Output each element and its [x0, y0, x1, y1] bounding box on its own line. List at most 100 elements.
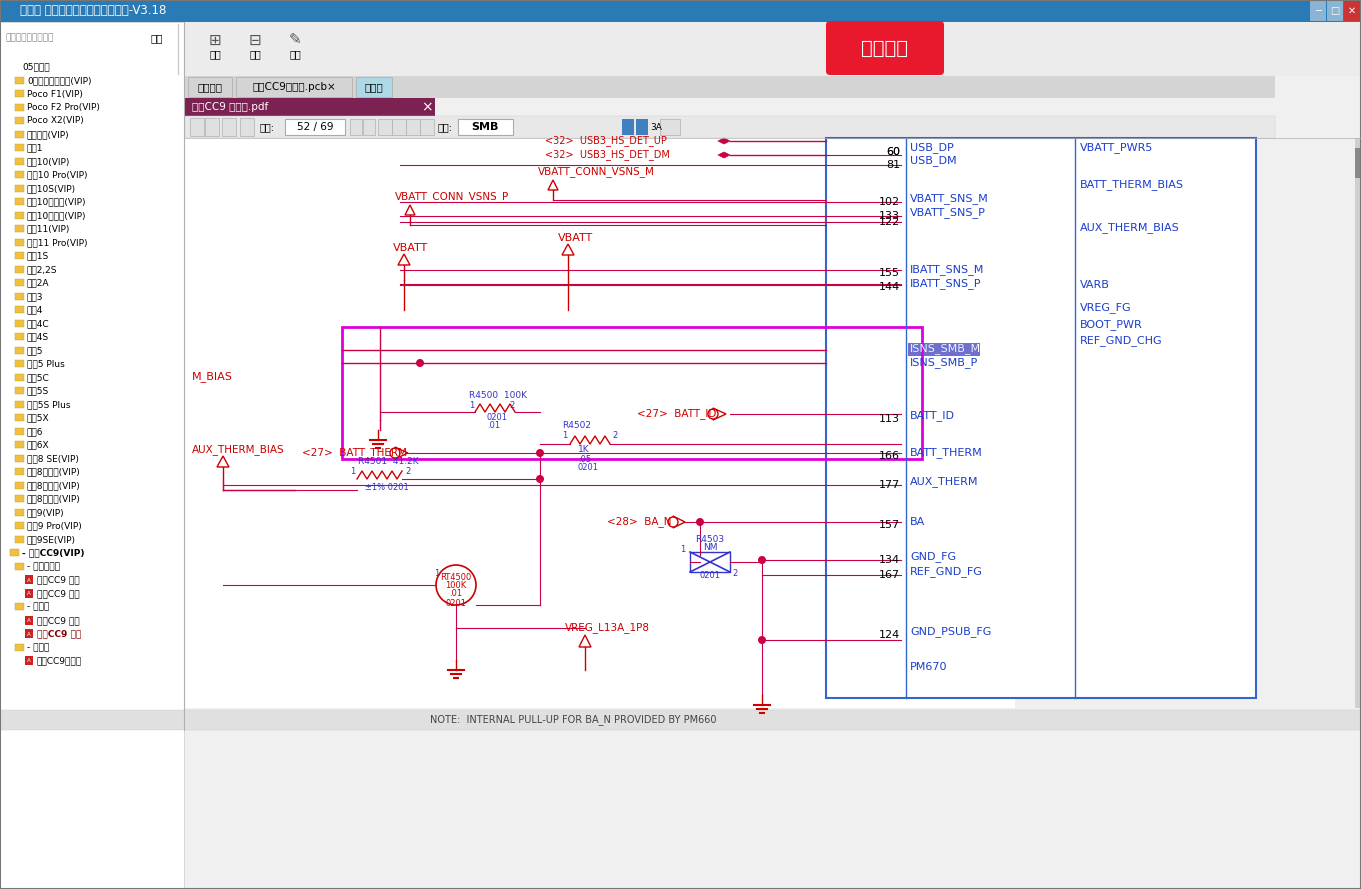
Text: NOTE:  INTERNAL PULL-UP FOR BA_N PROVIDED BY PM660: NOTE: INTERNAL PULL-UP FOR BA_N PROVIDED…	[430, 715, 716, 725]
Text: 小米10S(VIP): 小米10S(VIP)	[27, 184, 76, 193]
FancyBboxPatch shape	[15, 266, 24, 273]
Text: R4501  41.2K: R4501 41.2K	[358, 456, 419, 466]
Text: 1: 1	[680, 546, 685, 555]
Text: VBATT: VBATT	[393, 243, 429, 253]
FancyBboxPatch shape	[24, 656, 33, 665]
FancyBboxPatch shape	[1356, 148, 1361, 178]
Text: 1: 1	[350, 467, 355, 476]
FancyBboxPatch shape	[636, 119, 648, 135]
Text: 小米CC9 位置: 小米CC9 位置	[37, 589, 80, 598]
FancyBboxPatch shape	[185, 116, 1275, 138]
FancyBboxPatch shape	[15, 144, 24, 151]
Text: - 小米CC9(VIP): - 小米CC9(VIP)	[22, 549, 84, 557]
FancyBboxPatch shape	[142, 29, 173, 47]
FancyBboxPatch shape	[15, 90, 24, 97]
FancyBboxPatch shape	[24, 589, 33, 597]
FancyBboxPatch shape	[240, 118, 255, 136]
Text: 小米CC9一点通: 小米CC9一点通	[37, 656, 82, 666]
Text: 小米2A: 小米2A	[27, 278, 49, 287]
Text: 小米CC9 位置: 小米CC9 位置	[37, 575, 80, 584]
Text: 167: 167	[879, 570, 900, 580]
Text: 小米5X: 小米5X	[27, 413, 49, 422]
Text: 122: 122	[879, 217, 900, 227]
Text: .05: .05	[578, 454, 591, 463]
Text: 2: 2	[509, 402, 514, 411]
Text: A: A	[27, 578, 31, 582]
FancyBboxPatch shape	[15, 360, 24, 367]
Text: 小米5 Plus: 小米5 Plus	[27, 359, 65, 369]
Text: ⊟: ⊟	[249, 33, 261, 47]
Text: ─: ─	[1315, 6, 1322, 16]
FancyBboxPatch shape	[15, 333, 24, 340]
FancyBboxPatch shape	[185, 76, 1275, 98]
Text: 166: 166	[879, 451, 900, 461]
Text: AUX_THERM: AUX_THERM	[911, 477, 979, 487]
Text: REF_GND_CHG: REF_GND_CHG	[1081, 335, 1162, 347]
FancyBboxPatch shape	[1311, 1, 1326, 21]
Text: ×: ×	[421, 100, 433, 114]
Text: 1: 1	[562, 431, 568, 441]
FancyBboxPatch shape	[660, 119, 680, 135]
Text: VBATT_SNS_M: VBATT_SNS_M	[911, 194, 988, 204]
Text: 小米10青春版(VIP): 小米10青春版(VIP)	[27, 211, 87, 220]
Text: 小米8标准版(VIP): 小米8标准版(VIP)	[27, 481, 80, 490]
Text: - 位置图标注: - 位置图标注	[27, 562, 60, 571]
FancyBboxPatch shape	[459, 119, 513, 135]
Text: 查找:: 查找:	[438, 122, 453, 132]
FancyBboxPatch shape	[15, 522, 24, 529]
Text: <32>  USB3_HS_DET_UP: <32> USB3_HS_DET_UP	[544, 135, 667, 147]
FancyBboxPatch shape	[15, 454, 24, 461]
Text: BATT_THERM: BATT_THERM	[911, 447, 983, 459]
FancyBboxPatch shape	[15, 157, 24, 164]
Text: A: A	[27, 591, 31, 596]
FancyBboxPatch shape	[15, 238, 24, 245]
Circle shape	[668, 517, 678, 527]
Text: USB_DM: USB_DM	[911, 156, 957, 166]
Text: VREG_L13A_1P8: VREG_L13A_1P8	[565, 622, 651, 634]
Text: 请输入关键字，多个: 请输入关键字，多个	[5, 34, 54, 43]
Text: 小米1: 小米1	[27, 143, 44, 153]
Text: □: □	[1330, 6, 1339, 16]
FancyBboxPatch shape	[690, 552, 729, 572]
Text: ISNS_SMB_P: ISNS_SMB_P	[911, 357, 979, 368]
Text: 小米5S Plus: 小米5S Plus	[27, 400, 71, 409]
FancyBboxPatch shape	[15, 198, 24, 205]
FancyBboxPatch shape	[191, 118, 204, 136]
FancyBboxPatch shape	[15, 468, 24, 475]
FancyBboxPatch shape	[357, 77, 392, 97]
Text: 小米6: 小米6	[27, 427, 44, 436]
Text: IBATT_SNS_P: IBATT_SNS_P	[911, 278, 981, 290]
Text: 小米11 Pro(VIP): 小米11 Pro(VIP)	[27, 238, 87, 247]
Text: 124: 124	[879, 630, 900, 640]
Text: 小米4C: 小米4C	[27, 319, 49, 328]
FancyBboxPatch shape	[15, 644, 24, 651]
FancyBboxPatch shape	[15, 76, 24, 84]
Text: PM670: PM670	[911, 662, 947, 672]
Text: 177: 177	[879, 480, 900, 490]
FancyBboxPatch shape	[15, 387, 24, 394]
Text: .01: .01	[487, 421, 499, 430]
Circle shape	[391, 448, 400, 458]
Text: 157: 157	[879, 520, 900, 530]
FancyBboxPatch shape	[24, 629, 33, 638]
Text: VBATT_SNS_P: VBATT_SNS_P	[911, 207, 985, 219]
FancyBboxPatch shape	[1345, 1, 1360, 21]
Text: 小米1S: 小米1S	[27, 252, 49, 260]
Text: 133: 133	[879, 211, 900, 221]
Text: NM: NM	[702, 543, 717, 552]
Text: 102: 102	[879, 197, 900, 207]
Text: ✎: ✎	[289, 33, 301, 47]
Text: 0201: 0201	[578, 463, 599, 472]
Text: 2: 2	[406, 467, 410, 476]
FancyBboxPatch shape	[0, 0, 1361, 22]
Text: 52 / 69: 52 / 69	[297, 122, 333, 132]
Text: VBATT_PWR5: VBATT_PWR5	[1081, 142, 1153, 154]
Text: 小米4: 小米4	[27, 306, 44, 315]
Text: 2: 2	[732, 570, 738, 579]
Text: 小米11(VIP): 小米11(VIP)	[27, 225, 71, 234]
Text: 小米10 Pro(VIP): 小米10 Pro(VIP)	[27, 171, 87, 180]
Text: 小米CC9 电路: 小米CC9 电路	[37, 629, 82, 638]
Text: A: A	[27, 631, 31, 637]
FancyBboxPatch shape	[3, 29, 139, 47]
FancyBboxPatch shape	[15, 495, 24, 502]
